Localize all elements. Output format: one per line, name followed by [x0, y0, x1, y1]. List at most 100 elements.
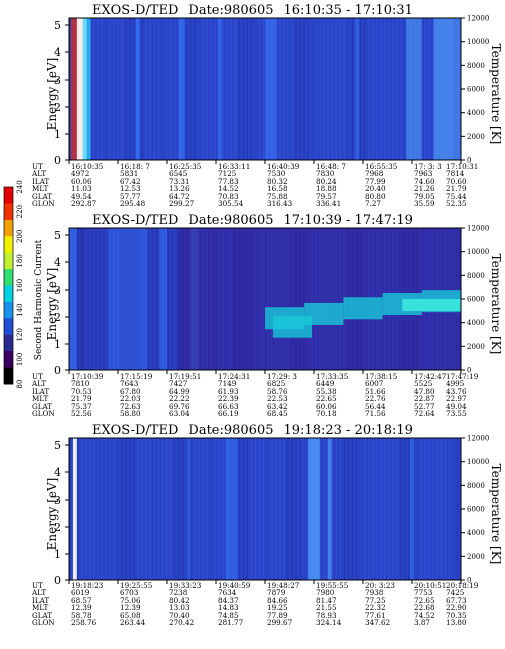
orbit-value: 7634 — [218, 588, 237, 598]
temperature-tick-label: 0 — [467, 157, 471, 165]
noise-stripe — [428, 438, 430, 580]
colorbar-tick-label: 220 — [16, 205, 24, 218]
noise-stripe — [242, 18, 244, 160]
noise-stripe — [246, 228, 249, 370]
temperature-tick-label: 10000 — [467, 458, 489, 466]
energy-tick-label: 2 — [54, 101, 61, 114]
orbit-value: 74.52 — [414, 610, 435, 620]
noise-stripe — [93, 438, 95, 580]
orbit-value: 75.06 — [120, 595, 141, 605]
noise-stripe — [424, 18, 426, 160]
noise-stripe — [149, 18, 152, 160]
orbit-value: 22.87 — [414, 394, 435, 404]
noise-stripe — [299, 438, 301, 580]
noise-stripe — [250, 18, 253, 160]
energy-axis-label: Energy [eV] — [45, 58, 59, 131]
noise-stripe — [323, 438, 325, 580]
noise-stripe — [238, 18, 240, 160]
noise-stripe — [141, 228, 143, 370]
noise-stripe — [262, 228, 265, 370]
orbit-row-label: GLON — [32, 198, 55, 208]
noise-stripe — [275, 228, 277, 370]
noise-stripe — [331, 18, 333, 160]
orbit-value: 65.08 — [120, 610, 141, 620]
noise-stripe — [97, 18, 99, 160]
orbit-value: 49.54 — [71, 191, 92, 201]
noise-stripe — [206, 18, 208, 160]
orbit-value: 75.88 — [267, 191, 288, 201]
orbit-value: 7810 — [71, 379, 90, 389]
orbit-value: 6449 — [316, 379, 335, 389]
colorbar-segment — [4, 285, 13, 303]
colorbar-tick-label: 200 — [16, 230, 24, 243]
noise-stripe — [190, 18, 192, 160]
noise-stripe — [287, 228, 289, 370]
temperature-tick-label: 0 — [467, 577, 471, 585]
orbit-value: 7125 — [218, 169, 237, 179]
noise-stripe — [339, 438, 341, 580]
noise-stripe — [81, 438, 83, 580]
orbit-value: 292.87 — [71, 198, 97, 208]
intensity-band — [69, 228, 77, 370]
orbit-value: 20: 3:23 — [365, 581, 395, 590]
energy-tick-label: 5 — [54, 229, 61, 242]
noise-stripe — [436, 438, 438, 580]
intensity-band — [190, 228, 199, 370]
orbit-row-glon: GLON 258.76 263.44 270.42 281.77 299.67 324.14… — [0, 617, 505, 627]
colorbar-tick-label: 180 — [16, 254, 24, 267]
orbit-value: 263.44 — [120, 617, 146, 627]
orbit-value: 22.76 — [365, 394, 386, 404]
intensity-band — [355, 18, 360, 160]
orbit-value: 299.67 — [267, 617, 293, 627]
orbit-value: 16:48: 7 — [316, 162, 346, 171]
temperature-tick-label: 4000 — [467, 529, 485, 537]
noise-stripe — [125, 18, 127, 160]
panel-2-title: EXOS-D/TED Date:980605 17:10:39 - 17:47:19 — [0, 213, 505, 228]
orbit-value: 60.06 — [316, 401, 337, 411]
orbit-value: 19:48:27 — [267, 581, 300, 590]
intensity-band — [82, 18, 91, 160]
orbit-value: 18.88 — [316, 184, 337, 194]
noise-stripe — [404, 438, 406, 580]
orbit-value: 14.52 — [218, 184, 239, 194]
orbit-value: 66.19 — [218, 408, 239, 418]
orbit-row-glat: GLAT 75.37 72.63 69.76 66.63 63.42 60.06 56.44 5… — [0, 401, 505, 411]
noise-stripe — [137, 438, 139, 580]
noise-stripe — [186, 18, 188, 160]
intensity-band — [72, 438, 77, 580]
orbit-value: 5525 — [414, 379, 433, 389]
noise-stripe — [97, 228, 99, 370]
noise-stripe — [331, 438, 333, 580]
orbit-value: 13.03 — [169, 603, 190, 613]
orbit-value: 70.83 — [218, 191, 239, 201]
orbit-value: 22.03 — [120, 394, 141, 404]
orbit-row-mlt: MLT 21.79 22.03 22.22 22.39 22.53 22.65 22.76 22… — [0, 394, 505, 404]
energy-tick-label: 3 — [54, 494, 61, 507]
noise-stripe — [149, 438, 152, 580]
noise-stripe — [170, 18, 172, 160]
noise-stripe — [121, 18, 123, 160]
noise-stripe — [364, 438, 366, 580]
noise-stripe — [262, 18, 265, 160]
orbit-value: 305.54 — [218, 198, 244, 208]
orbit-row-glat: GLAT 58.78 65.08 70.40 74.85 77.89 78.93 77.61 7… — [0, 610, 505, 620]
noise-stripe — [101, 18, 103, 160]
noise-stripe — [214, 438, 216, 580]
colorbar-segment — [4, 187, 13, 204]
orbit-value: 5831 — [120, 169, 139, 179]
orbit-value: 22.53 — [267, 394, 288, 404]
noise-stripe — [178, 438, 180, 580]
orbit-value: 74.85 — [218, 610, 239, 620]
orbit-value: 19:25:55 — [120, 581, 153, 590]
panel-2-orbit-table: UT 17:10:39 17:15:19 17:19:51 17:24:31 17:29:… — [0, 373, 505, 418]
enhancement-core — [402, 299, 461, 311]
orbit-value: 7427 — [169, 379, 188, 389]
energy-axis-label: Energy [eV] — [45, 268, 59, 341]
noise-stripe — [408, 438, 410, 580]
noise-stripe — [93, 18, 95, 160]
orbit-value: 21.55 — [316, 603, 337, 613]
orbit-row-glon: GLON 52.56 58.80 63.04 66.19 68.45 70.18 71.56 7… — [0, 408, 505, 418]
intensity-band — [186, 438, 191, 580]
panel-2-date: Date:980605 — [188, 213, 274, 228]
noise-stripe — [198, 438, 200, 580]
